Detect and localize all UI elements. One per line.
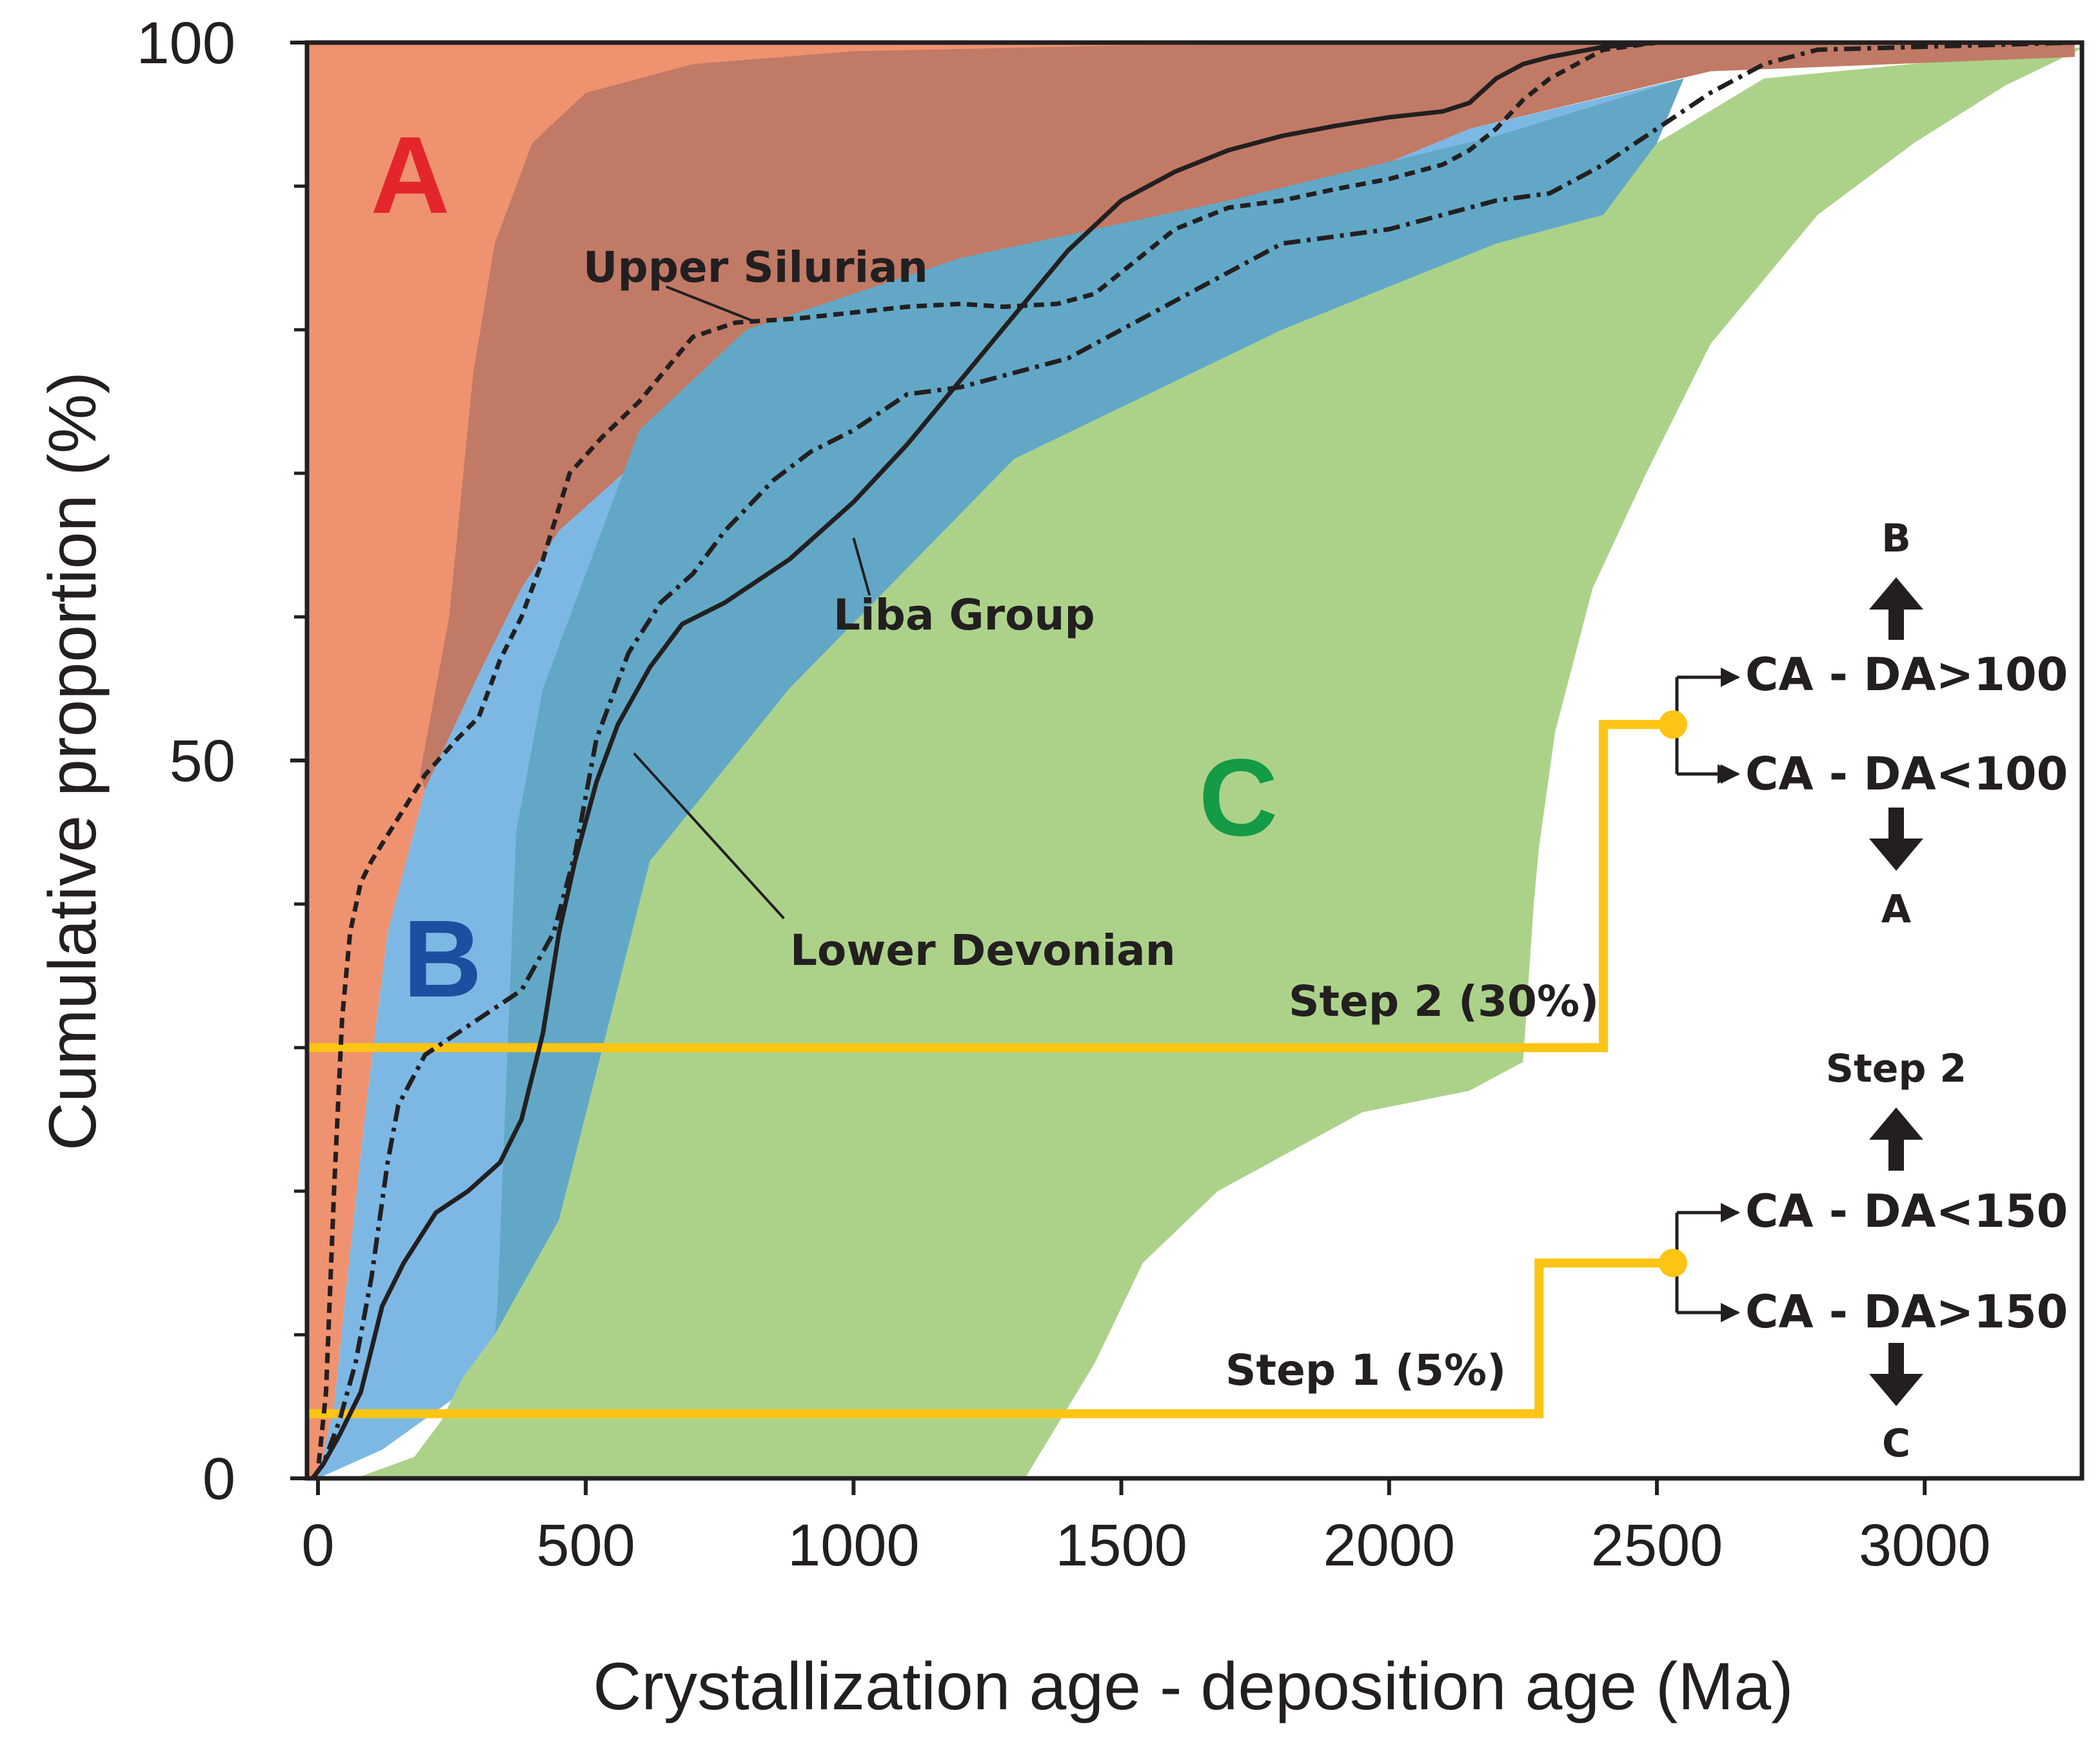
axis-ticks: 0 500 1000 1500 2000 2500 3000 0 50 100 [137, 10, 1991, 1578]
y-tick-label-100: 100 [137, 10, 236, 76]
y-tick-label-0: 0 [203, 1446, 235, 1512]
series-lower-devonian [310, 43, 2075, 1478]
series-upper-silurian [310, 43, 2075, 1478]
x-tick-label-2500: 2500 [1591, 1513, 1723, 1578]
region-label-c: C [1199, 737, 1278, 859]
x-tick-label-1000: 1000 [788, 1513, 920, 1578]
x-tick-label-2000: 2000 [1323, 1513, 1455, 1578]
arrow-down-icon [1869, 808, 1923, 871]
step1-result-down: C [1882, 1421, 1910, 1466]
leader-upper-silurian [666, 285, 758, 324]
region-a-overlap [419, 43, 2075, 789]
region-b-overlap [495, 78, 1684, 1335]
x-tick-label-0: 0 [301, 1513, 334, 1578]
step1-label: Step 1 (5%) [1225, 1345, 1506, 1395]
leader-liba-group [852, 537, 871, 596]
x-tick-label-500: 500 [536, 1513, 635, 1578]
series-layer [310, 43, 2075, 1478]
step-node-2 [1658, 710, 1687, 739]
region-c [355, 47, 2082, 1478]
decision-tree: CA - DA>100 CA - DA<100 B A Step 2 CA - … [1675, 516, 2068, 1466]
x-axis-title: Crystallization age - deposition age (Ma… [593, 1649, 1793, 1724]
arrow-up-icon [1869, 1107, 1923, 1171]
step2-rule-lower: CA - DA<100 [1745, 748, 2068, 800]
leader-lower-devonian [633, 752, 785, 920]
x-tick-label-3000: 3000 [1859, 1513, 1991, 1578]
step1-rule-lower: CA - DA>150 [1745, 1285, 2068, 1338]
series-label-lower-devonian: Lower Devonian [790, 926, 1176, 975]
leader-layer [633, 285, 871, 920]
region-label-b: B [403, 898, 482, 1020]
x-tick-label-1500: 1500 [1055, 1513, 1187, 1578]
step2-result-down: A [1881, 887, 1912, 932]
y-axis-title: Cumulative proportion (%) [35, 372, 110, 1151]
step-node-1 [1658, 1249, 1687, 1278]
series-label-liba-group: Liba Group [833, 590, 1095, 640]
step2-rule-upper: CA - DA>100 [1745, 648, 2068, 701]
step1-result-up: Step 2 [1826, 1046, 1966, 1091]
region-label-a: A [371, 114, 450, 237]
arrow-up-icon [1869, 577, 1923, 640]
step-line-layer [307, 720, 1673, 1418]
y-tick-label-50: 50 [170, 728, 235, 794]
step1-rule-upper: CA - DA<150 [1745, 1185, 2068, 1238]
step-line-2 [307, 720, 1673, 1053]
series-label-upper-silurian: Upper Silurian [583, 243, 928, 292]
step2-result-up: B [1881, 516, 1911, 561]
step2-label: Step 2 (30%) [1289, 977, 1599, 1026]
arrow-down-icon [1869, 1343, 1923, 1406]
step-line-1 [307, 1258, 1673, 1418]
series-liba-group [310, 43, 2075, 1478]
